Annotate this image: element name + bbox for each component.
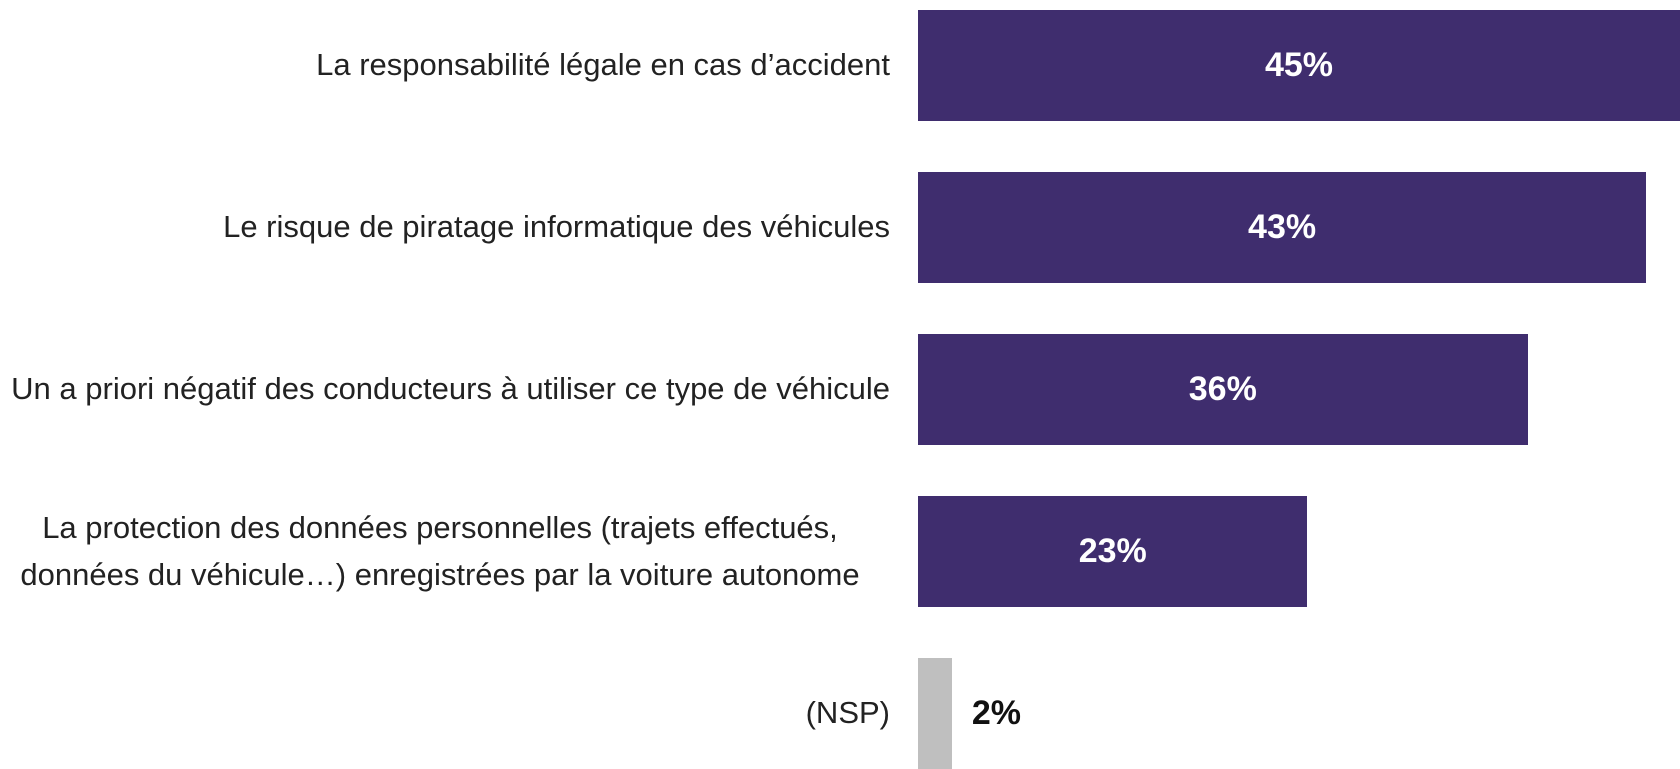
bar bbox=[918, 334, 1528, 445]
category-label: (NSP) bbox=[0, 658, 890, 769]
category-text: La responsabilité légale en cas d’accide… bbox=[316, 47, 890, 83]
bar bbox=[918, 10, 1680, 121]
value-label: 45% bbox=[1264, 46, 1334, 84]
value-label: 2% bbox=[971, 694, 1021, 732]
category-text: Le risque de piratage informatique des v… bbox=[223, 209, 890, 245]
chart: La responsabilité légale en cas d’accide… bbox=[0, 10, 1680, 769]
value-label: 23% bbox=[1078, 532, 1147, 570]
category-label: La protection des données personnelles (… bbox=[0, 496, 890, 607]
category-label: La responsabilité légale en cas d’accide… bbox=[0, 10, 890, 121]
bar bbox=[918, 658, 952, 769]
value-label: 43% bbox=[1248, 208, 1317, 246]
category-text: (NSP) bbox=[805, 695, 890, 731]
category-text: La protection des données personnelles (… bbox=[20, 510, 860, 592]
bar bbox=[918, 172, 1647, 283]
category-label: Le risque de piratage informatique des v… bbox=[0, 172, 890, 283]
category-text: Un a priori négatif des conducteurs à ut… bbox=[11, 371, 890, 407]
bar bbox=[918, 496, 1308, 607]
category-label: Un a priori négatif des conducteurs à ut… bbox=[0, 334, 890, 445]
value-label: 36% bbox=[1188, 370, 1257, 408]
